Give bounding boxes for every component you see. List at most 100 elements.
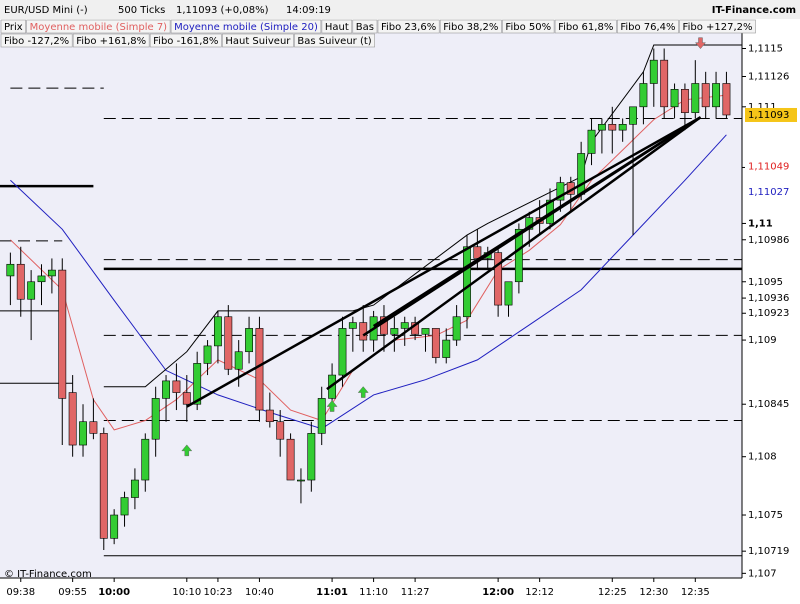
price-tag: 1,11093 [748,110,789,121]
y-tick-label: 1,1095 [748,277,783,288]
candle-body [193,363,202,405]
y-tick-label: 1,1075 [748,510,783,521]
legend-label: Fibo 38,2% [443,22,498,33]
quote: 1,11093 (+0,08%) [176,5,269,16]
candle-body [473,246,482,259]
x-tick-label: 11:27 [401,587,430,598]
legend-label: Fibo -161,8% [153,36,218,47]
x-tick-label: 12:25 [598,587,627,598]
y-tick-label: 1,107 [748,568,777,579]
candle-body [182,392,191,405]
candle-body [463,246,471,318]
trendline [372,116,702,328]
candle-body [421,328,430,335]
legend-button [617,19,679,34]
legend-button [321,19,353,34]
candle-body [701,83,710,108]
candle-body [618,124,627,131]
candle-body [110,514,119,539]
legend-button [377,19,440,34]
candle-body [452,316,461,341]
candle-body [297,479,305,482]
candle-body [722,83,731,116]
legend-button [679,19,756,34]
candle-body [712,83,720,108]
x-tick-label: 09:38 [6,587,35,598]
candle-body [286,438,295,481]
x-tick-label: 11:01 [316,587,348,598]
brand: IT-Finance.com [712,5,796,16]
x-tick-label: 10:23 [204,587,233,598]
candle-body [276,421,285,440]
period: 500 Ticks [118,5,165,16]
candle-body [6,263,15,277]
legend-button [26,19,171,34]
clock: 14:09:19 [286,5,331,16]
candle-body [338,328,347,376]
signal-arrow [694,37,707,50]
x-tick-label: 12:35 [681,587,710,598]
legend-button [352,19,378,34]
candle-body [504,281,513,306]
legend-button [0,33,73,48]
legend-label: Bas Suiveur (t) [297,36,371,47]
x-tick-label: 09:55 [58,587,87,598]
legend-button [502,19,555,34]
y-tick-label: 1,1115 [748,43,783,54]
candle-body [431,328,440,358]
legend-label: Bas [356,22,374,33]
x-tick-label: 11:10 [359,587,388,598]
candle-body [224,316,233,370]
candle-body [317,398,326,434]
legend-button [149,33,222,48]
legend-button [170,19,322,34]
signal-arrow [357,386,369,398]
legend-button [0,19,26,34]
y-tick-label: 1,108 [748,452,777,463]
candle-body [629,106,637,125]
candle-body [597,124,606,131]
candle-body [348,322,357,329]
x-tick-label: 12:00 [482,587,514,598]
candle-body [587,129,596,154]
y-tick-label: 1,10986 [748,235,789,246]
candle-body [162,380,170,399]
y-tick-label: 1,11 [748,218,773,229]
candle-body [255,328,264,411]
chart-title: EUR/USD Mini (-) [4,5,88,16]
legend-label: Fibo 50% [505,22,551,33]
candle-body [265,409,274,423]
legend-button [294,33,375,48]
candle-body [307,433,316,481]
candle-body [359,322,368,341]
candle-body [494,252,503,306]
candle-body [27,281,36,300]
candle-body [680,89,689,113]
legend-button [222,33,294,48]
legend-button [554,19,617,34]
candle-body [79,421,87,446]
x-tick-label: 12:30 [639,587,668,598]
price-tag-bg [745,184,797,199]
y-tick-label: 1,10923 [748,308,789,319]
legend-label: Haut [325,22,349,33]
trendline [186,116,702,408]
candle-body [442,339,451,358]
legend-label: Prix [4,22,23,33]
legend-label: Moyenne mobile (Simple 20) [174,22,318,33]
candle-body [172,380,181,393]
legend-label: Fibo 61,8% [558,22,613,33]
candle-body [120,497,129,516]
legend-label: Fibo +161,8% [76,36,146,47]
footer: © IT-Finance.com [4,569,92,580]
y-tick-label: 1,109 [748,335,777,346]
signal-arrow [326,400,338,412]
candle-body [203,345,212,364]
y-tick-label: 1,10719 [748,546,789,557]
legend-label: Fibo -127,2% [4,36,69,47]
legend-label: Haut Suiveur [225,36,291,47]
candle-body [245,328,253,353]
candle-body [639,83,648,108]
